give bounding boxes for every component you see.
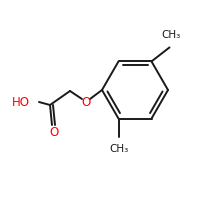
Text: CH₃: CH₃ [162,30,181,40]
Text: O: O [81,97,91,110]
Text: CH₃: CH₃ [109,144,128,154]
Text: HO: HO [12,96,30,108]
Text: O: O [49,126,59,138]
